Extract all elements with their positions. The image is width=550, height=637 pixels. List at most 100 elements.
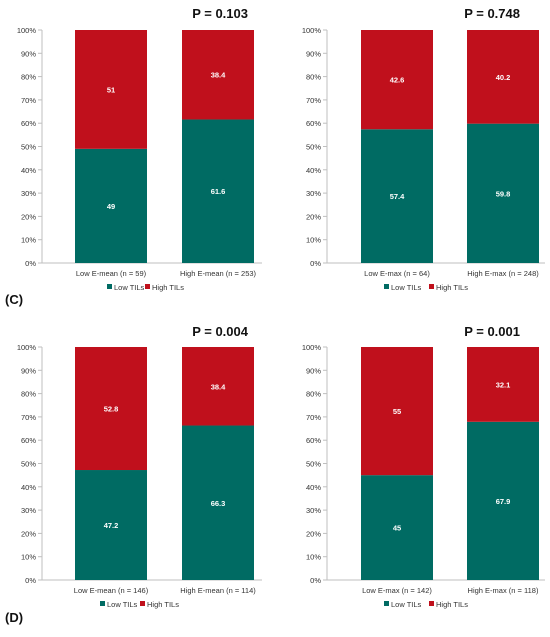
chart-panel-1: P = 0.103 0% 10% 20% 30% 40% 50% 60% 70% 80% 90% 10… <box>17 6 262 292</box>
y-tick-label: 50% <box>21 143 36 152</box>
chart-panel-2: P = 0.748 0% 10% 20% 30% 40% 50% 60% 70% 80% 90% 10… <box>302 6 545 292</box>
legend-label: Low TILs <box>391 283 422 292</box>
x-category-label: Low E-max (n = 64) <box>364 269 430 278</box>
legend-swatch <box>429 284 434 289</box>
legend-swatch <box>145 284 150 289</box>
bar-value-label: 32.1 <box>496 380 511 389</box>
bar-value-label: 38.4 <box>211 382 226 391</box>
y-tick-label: 0% <box>310 576 321 585</box>
legend-label: High TILs <box>147 600 179 609</box>
bar-value-label: 55 <box>393 407 401 416</box>
y-tick-label: 70% <box>21 96 36 105</box>
bar-low-tils <box>182 425 254 580</box>
y-tick-label: 40% <box>21 483 36 492</box>
legend-label: High TILs <box>436 600 468 609</box>
legend-swatch <box>140 601 145 606</box>
bar-value-label: 59.8 <box>496 189 511 198</box>
x-category-label: High E-mean (n = 114) <box>180 586 256 595</box>
y-tick-label: 60% <box>306 436 321 445</box>
y-tick-label: 30% <box>21 189 36 198</box>
y-tick-label: 60% <box>306 119 321 128</box>
legend-swatch <box>429 601 434 606</box>
bar-value-label: 47.2 <box>104 521 119 530</box>
bar-high-tils <box>75 347 147 471</box>
bar-high-tils <box>361 30 433 130</box>
y-tick-label: 30% <box>306 189 321 198</box>
y-tick-label: 80% <box>21 73 36 82</box>
bar-low-tils <box>467 123 539 263</box>
bar-low-tils <box>75 148 147 263</box>
chart-title: P = 0.748 <box>464 6 520 21</box>
bar-value-label: 45 <box>393 524 401 533</box>
panel-label-d: (D) <box>5 610 24 625</box>
y-tick-label: 50% <box>306 460 321 469</box>
chart-title: P = 0.103 <box>192 6 248 21</box>
chart-title: P = 0.004 <box>192 324 249 339</box>
bar-value-label: 67.9 <box>496 497 511 506</box>
y-tick-label: 40% <box>21 166 36 175</box>
y-tick-label: 30% <box>21 506 36 515</box>
y-tick-label: 70% <box>21 413 36 422</box>
bar-high-tils <box>75 30 147 149</box>
bar-low-tils <box>182 119 254 263</box>
y-tick-label: 0% <box>310 259 321 268</box>
legend-swatch <box>384 284 389 289</box>
bar-low-tils <box>467 421 539 580</box>
y-tick-label: 20% <box>306 529 321 538</box>
y-tick-label: 70% <box>306 96 321 105</box>
y-tick-label: 60% <box>21 119 36 128</box>
y-tick-label: 40% <box>306 483 321 492</box>
y-tick-label: 70% <box>306 413 321 422</box>
chart-panel-3: P = 0.004 0% 10% 20% 30% 40% 50% 60% 70% 80% 90% 10… <box>17 324 262 609</box>
x-category-label: Low E-max (n = 142) <box>362 586 432 595</box>
legend-label: High TILs <box>436 283 468 292</box>
bar-value-label: 49 <box>107 202 115 211</box>
bar-high-tils <box>182 30 254 120</box>
y-tick-label: 50% <box>306 143 321 152</box>
y-tick-label: 60% <box>21 436 36 445</box>
bar-low-tils <box>361 129 433 263</box>
legend-swatch <box>384 601 389 606</box>
y-tick-label: 90% <box>21 366 36 375</box>
legend-swatch <box>107 284 112 289</box>
x-category-label: High E-max (n = 118) <box>468 586 539 595</box>
bar-value-label: 38.4 <box>211 71 226 80</box>
y-tick-label: 40% <box>306 166 321 175</box>
bar-high-tils <box>361 347 433 476</box>
bar-value-label: 42.6 <box>390 76 405 85</box>
bar-high-tils <box>182 347 254 426</box>
y-tick-label: 90% <box>21 49 36 58</box>
y-tick-label: 100% <box>302 26 322 35</box>
y-tick-label: 100% <box>17 343 37 352</box>
bar-high-tils <box>467 347 539 422</box>
bar-value-label: 51 <box>107 85 115 94</box>
bar-value-label: 66.3 <box>211 499 226 508</box>
y-tick-label: 20% <box>21 212 36 221</box>
x-category-label: High E-mean (n = 253) <box>180 269 257 278</box>
y-tick-label: 10% <box>306 553 321 562</box>
legend-label: Low TILs <box>107 600 138 609</box>
y-tick-label: 80% <box>306 390 321 399</box>
y-tick-label: 0% <box>25 576 36 585</box>
y-tick-label: 10% <box>306 236 321 245</box>
x-category-label: Low E-mean (n = 59) <box>76 269 147 278</box>
panel-label-c: (C) <box>5 292 24 307</box>
legend-label: Low TILs <box>114 283 145 292</box>
bar-value-label: 52.8 <box>104 405 119 414</box>
y-tick-label: 20% <box>306 212 321 221</box>
legend-swatch <box>100 601 105 606</box>
y-tick-label: 10% <box>21 236 36 245</box>
y-tick-label: 50% <box>21 460 36 469</box>
y-tick-label: 10% <box>21 553 36 562</box>
legend-label: High TILs <box>152 283 184 292</box>
y-tick-label: 100% <box>17 26 37 35</box>
y-tick-label: 80% <box>21 390 36 399</box>
y-tick-label: 90% <box>306 49 321 58</box>
bar-value-label: 61.6 <box>211 187 226 196</box>
bar-value-label: 57.4 <box>390 192 405 201</box>
y-tick-label: 100% <box>302 343 322 352</box>
y-tick-label: 80% <box>306 73 321 82</box>
y-tick-label: 30% <box>306 506 321 515</box>
